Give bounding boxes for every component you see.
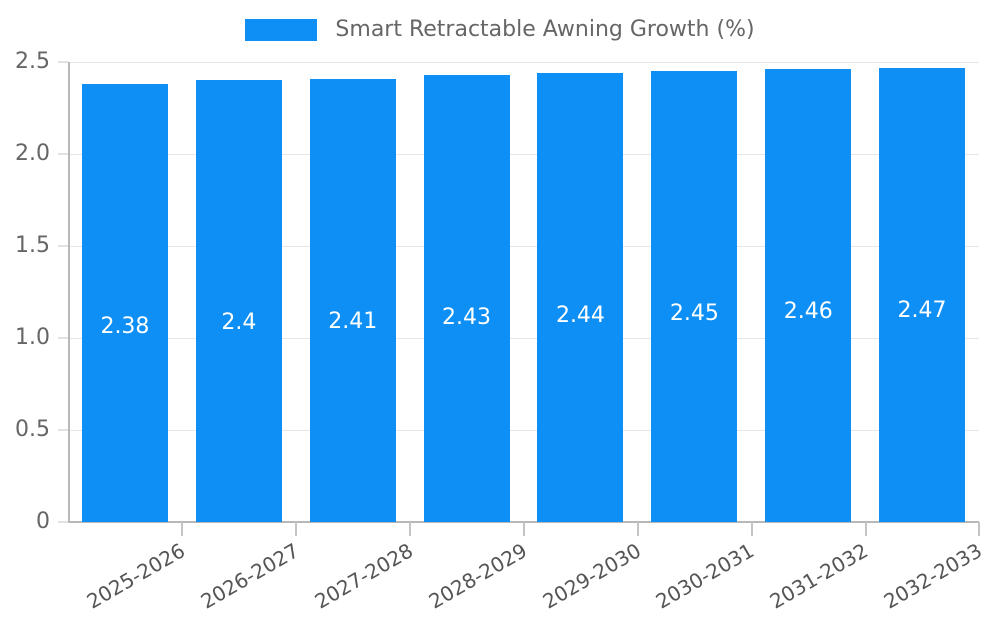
bar-value-label: 2.46 bbox=[783, 299, 833, 325]
x-tick-mark bbox=[295, 522, 297, 536]
bar[interactable]: 2.44 bbox=[537, 73, 624, 522]
y-tick-label: 1.5 bbox=[15, 233, 50, 258]
bar-group[interactable]: 2.38 bbox=[68, 62, 182, 522]
y-tick-label: 2.0 bbox=[15, 141, 50, 166]
y-tick-mark bbox=[58, 337, 68, 339]
x-tick-mark bbox=[751, 522, 753, 536]
chart-legend: Smart Retractable Awning Growth (%) bbox=[0, 12, 1000, 48]
plot-area: 2.38 2.4 2.41 2.43 2.44 bbox=[68, 62, 979, 523]
bar[interactable]: 2.46 bbox=[765, 69, 852, 522]
bar[interactable]: 2.45 bbox=[651, 71, 738, 522]
y-tick-mark bbox=[58, 153, 68, 155]
bar-group[interactable]: 2.41 bbox=[296, 62, 410, 522]
y-tick-mark bbox=[58, 429, 68, 431]
y-axis: 2.5 2.0 1.5 1.0 0.5 0 bbox=[0, 51, 68, 533]
bar-value-label: 2.45 bbox=[669, 301, 719, 327]
x-tick-mark bbox=[523, 522, 525, 536]
bar-group[interactable]: 2.46 bbox=[751, 62, 865, 522]
y-tick-label: 0.5 bbox=[15, 417, 50, 442]
x-tick-mark bbox=[978, 522, 980, 536]
bar-value-label: 2.4 bbox=[221, 310, 257, 336]
gridline bbox=[68, 338, 979, 339]
bar-value-label: 2.47 bbox=[897, 297, 947, 323]
y-tick-mark bbox=[58, 521, 68, 523]
legend-color-swatch-icon bbox=[245, 19, 318, 41]
bar-value-label: 2.44 bbox=[555, 303, 605, 329]
chart-container: Smart Retractable Awning Growth (%) 2.5 … bbox=[0, 12, 1000, 614]
bar-group[interactable]: 2.44 bbox=[524, 62, 638, 522]
y-tick-label: 2.5 bbox=[15, 49, 50, 74]
gridline bbox=[68, 62, 979, 63]
gridline bbox=[68, 246, 979, 247]
x-tick-mark bbox=[865, 522, 867, 536]
bar[interactable]: 2.38 bbox=[81, 84, 168, 522]
y-tick-mark bbox=[58, 245, 68, 247]
y-tick-label: 1.0 bbox=[15, 325, 50, 350]
bar-value-label: 2.41 bbox=[328, 308, 378, 334]
legend-item-label: Smart Retractable Awning Growth (%) bbox=[335, 17, 755, 42]
bar-value-label: 2.43 bbox=[442, 304, 492, 330]
bar[interactable]: 2.4 bbox=[195, 80, 282, 522]
x-tick-mark bbox=[409, 522, 411, 536]
bar[interactable]: 2.41 bbox=[309, 78, 396, 522]
gridline bbox=[68, 430, 979, 431]
x-axis: 2025-2026 2026-2027 2027-2028 2028-2029 … bbox=[68, 522, 986, 614]
bar-series-smart-retractable-awning-growth: 2.38 2.4 2.41 2.43 2.44 bbox=[68, 62, 979, 522]
gridline bbox=[68, 154, 979, 155]
bar-group[interactable]: 2.45 bbox=[637, 62, 751, 522]
x-tick-mark bbox=[181, 522, 183, 536]
bar-group[interactable]: 2.47 bbox=[865, 62, 979, 522]
legend-item-smart-retractable-awning-growth[interactable]: Smart Retractable Awning Growth (%) bbox=[245, 17, 755, 42]
bar[interactable]: 2.43 bbox=[423, 74, 510, 522]
x-tick-mark bbox=[637, 522, 639, 536]
y-tick-label: 0 bbox=[36, 509, 50, 534]
bar-group[interactable]: 2.43 bbox=[410, 62, 524, 522]
bar-value-label: 2.38 bbox=[100, 314, 150, 340]
bar-group[interactable]: 2.4 bbox=[182, 62, 296, 522]
y-tick-mark bbox=[58, 61, 68, 63]
bar[interactable]: 2.47 bbox=[879, 67, 966, 522]
